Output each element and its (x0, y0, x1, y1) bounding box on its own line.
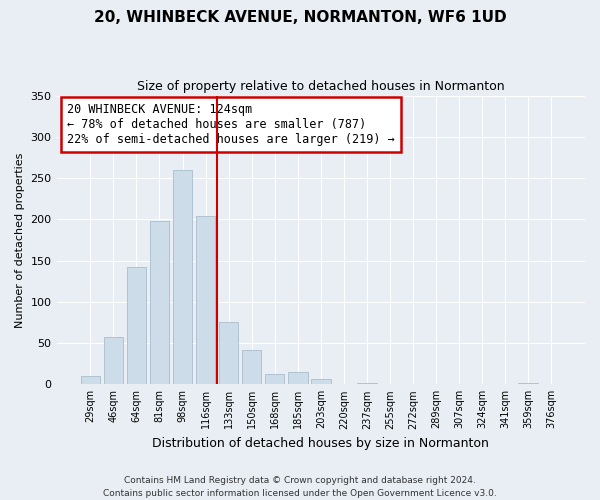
Bar (173, 170, 193, 384)
Y-axis label: Number of detached properties: Number of detached properties (15, 152, 25, 328)
Title: Size of property relative to detached houses in Normanton: Size of property relative to detached ho… (137, 80, 505, 93)
Text: 20, WHINBECK AVENUE, NORMANTON, WF6 1UD: 20, WHINBECK AVENUE, NORMANTON, WF6 1UD (94, 10, 506, 25)
Bar (196, 216, 215, 384)
X-axis label: Distribution of detached houses by size in Normanton: Distribution of detached houses by size … (152, 437, 489, 450)
Bar (288, 372, 308, 384)
Bar (127, 267, 146, 384)
Bar (104, 338, 123, 384)
Bar (80, 376, 100, 384)
Bar (149, 221, 169, 384)
Bar (518, 382, 538, 384)
Text: Contains HM Land Registry data © Crown copyright and database right 2024.
Contai: Contains HM Land Registry data © Crown c… (103, 476, 497, 498)
Bar (265, 374, 284, 384)
Bar (242, 350, 262, 384)
Bar (311, 380, 331, 384)
Bar (219, 322, 238, 384)
Bar (357, 382, 377, 384)
Text: 20 WHINBECK AVENUE: 124sqm
← 78% of detached houses are smaller (787)
22% of sem: 20 WHINBECK AVENUE: 124sqm ← 78% of deta… (67, 103, 395, 146)
